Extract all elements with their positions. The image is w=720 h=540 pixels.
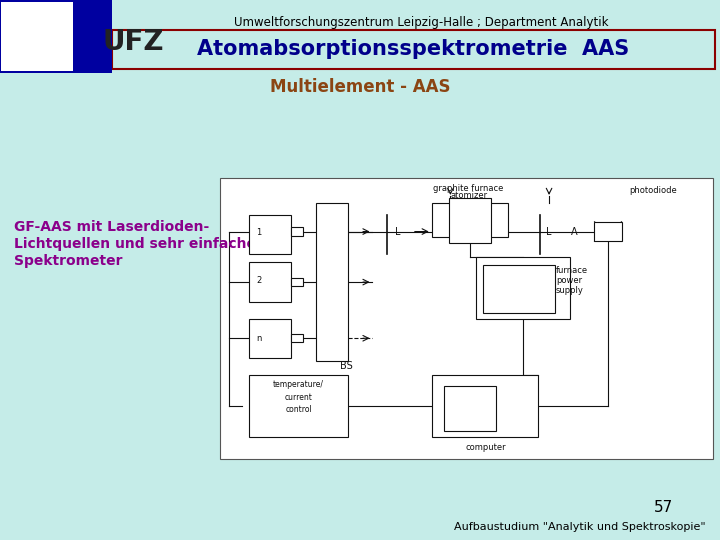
Text: photodiode: photodiode [630, 186, 678, 195]
Bar [316, 204, 348, 361]
Text: Spektrometer: Spektrometer [14, 254, 123, 268]
Text: 1: 1 [256, 228, 262, 238]
Bar [1, 2, 73, 71]
Text: Lichtquellen und sehr einfachem: Lichtquellen und sehr einfachem [14, 237, 271, 251]
Text: L: L [395, 227, 400, 237]
Bar [449, 198, 491, 243]
Text: graphite furnace: graphite furnace [433, 184, 504, 193]
Text: n: n [256, 334, 262, 343]
Bar [444, 386, 496, 431]
Bar [220, 178, 713, 459]
Text: control: control [285, 406, 312, 414]
Bar [291, 227, 303, 236]
Text: computer: computer [466, 443, 506, 453]
Bar [476, 257, 570, 319]
Text: supply: supply [556, 286, 584, 295]
Bar [249, 262, 291, 302]
Bar [249, 319, 291, 358]
Text: temperature/: temperature/ [273, 380, 324, 389]
Bar [432, 375, 538, 436]
Text: BS: BS [341, 361, 354, 372]
Bar [291, 334, 303, 342]
Bar [291, 278, 303, 286]
Bar [595, 222, 621, 241]
Text: Multielement - AAS: Multielement - AAS [270, 78, 450, 97]
Text: UFZ: UFZ [102, 28, 164, 56]
Bar [0, 0, 112, 73]
Bar [483, 265, 555, 313]
Text: L: L [546, 227, 552, 237]
Text: Aufbaustudium "Analytik und Spektroskopie": Aufbaustudium "Analytik und Spektroskopi… [454, 522, 706, 531]
Bar [249, 215, 291, 254]
Text: 57: 57 [654, 500, 673, 515]
FancyBboxPatch shape [112, 30, 715, 69]
Text: Umweltforschungszentrum Leipzig-Halle ; Department Analytik: Umweltforschungszentrum Leipzig-Halle ; … [234, 16, 608, 29]
Text: current: current [284, 393, 312, 402]
Bar [249, 375, 348, 436]
Text: Atomabsorptionsspektrometrie  AAS: Atomabsorptionsspektrometrie AAS [197, 39, 629, 59]
Bar [432, 204, 508, 237]
Text: atomizer: atomizer [450, 191, 487, 200]
Text: power: power [556, 276, 582, 285]
Text: GF-AAS mit Laserdioden-: GF-AAS mit Laserdioden- [14, 220, 210, 234]
Text: furnace: furnace [556, 266, 588, 275]
Text: A: A [572, 227, 578, 237]
Text: 2: 2 [256, 276, 262, 285]
